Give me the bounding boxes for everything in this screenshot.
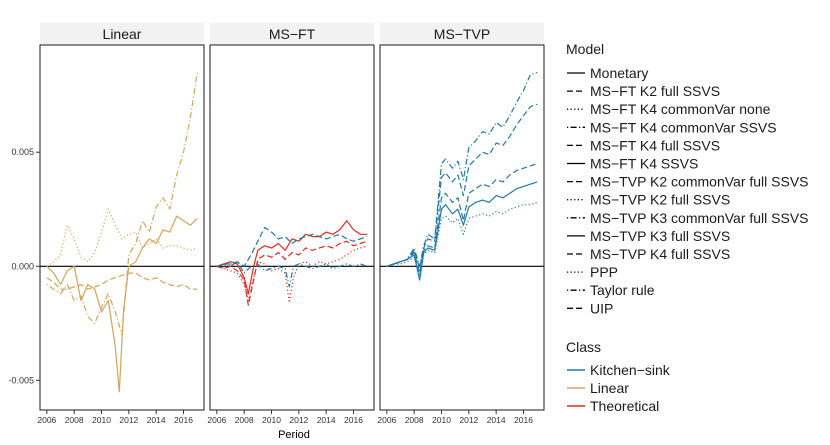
panel-series [386, 71, 538, 281]
series-line [386, 201, 538, 276]
legend-model-label: MS−TVP K4 full SSVS [590, 246, 730, 262]
panel-strip [40, 23, 204, 45]
legend-model-label: PPP [590, 264, 618, 280]
series-line [46, 208, 198, 267]
series-line [386, 103, 538, 270]
legend-model-label: MS−FT K4 full SSVS [590, 137, 720, 153]
legend-model-label: Monetary [590, 65, 648, 81]
legend-model-label: MS−FT K4 SSVS [590, 156, 698, 172]
legend-class-label: Theoretical [590, 398, 659, 414]
x-tick-label: 2010 [432, 415, 451, 425]
legend-model-label: MS−TVP K2 full SSVS [590, 192, 730, 208]
panel-plot-area [209, 44, 375, 411]
series-line [46, 272, 198, 290]
legend-model-label: MS−FT K2 full SSVS [590, 83, 720, 99]
legend-model-label: MS−FT K4 commonVar SSVS [590, 119, 777, 135]
y-tick-label: 0.005 [11, 147, 34, 157]
panel-strip [210, 23, 374, 45]
y-tick-label: -0.005 [8, 375, 34, 385]
series-line [216, 226, 368, 267]
x-axis-title: Period [278, 429, 310, 441]
panel-title: Linear [103, 26, 142, 42]
legend-model-label: MS−FT K4 commonVar none [590, 101, 771, 117]
panel-series [46, 72, 198, 393]
x-tick-label: 2014 [487, 415, 506, 425]
x-tick-label: 2012 [459, 415, 478, 425]
panel-series [216, 220, 368, 306]
x-tick-label: 2016 [344, 415, 363, 425]
legend-model-title: Model [566, 41, 604, 57]
panel-strip [380, 23, 544, 45]
x-tick-label: 2008 [235, 415, 254, 425]
legend-class-title: Class [566, 339, 601, 355]
x-tick-label: 2012 [119, 415, 138, 425]
series-line [386, 163, 538, 274]
series-line [386, 71, 538, 267]
y-tick-label: 0.000 [11, 261, 34, 271]
legend-model-label: MS−TVP K3 full SSVS [590, 228, 730, 244]
x-tick-label: 2008 [405, 415, 424, 425]
x-tick-label: 2016 [514, 415, 533, 425]
series-line [386, 181, 538, 281]
legend-class-label: Linear [590, 380, 629, 396]
x-tick-label: 2008 [65, 415, 84, 425]
x-tick-label: 2014 [147, 415, 166, 425]
x-tick-label: 2006 [37, 415, 56, 425]
panel-plot-area [379, 44, 545, 411]
x-tick-label: 2006 [377, 415, 396, 425]
series-line [46, 215, 198, 393]
legend-model-label: MS−TVP K2 commonVar full SSVS [590, 174, 809, 190]
x-tick-label: 2014 [317, 415, 336, 425]
x-tick-label: 2006 [207, 415, 226, 425]
panel-1: Linear 2006 2008 2010 2012 2014 2016 [37, 23, 205, 425]
x-tick-label: 2012 [289, 415, 308, 425]
legend-model-label: UIP [590, 300, 613, 316]
panels: Linear 2006 2008 2010 2012 2014 2016 MS−FT 2006 2… [37, 23, 545, 425]
panel-2: MS−FT 2006 2008 2010 2012 2014 2016 [207, 23, 375, 425]
series-line [216, 240, 368, 306]
x-tick-label: 2010 [92, 415, 111, 425]
panel-title: MS−FT [269, 26, 316, 42]
axes: Period -0.005 0.000 0.005 [8, 147, 309, 441]
series-line [46, 72, 198, 336]
panel-3: MS−TVP 2006 2008 2010 2012 2014 2016 [377, 23, 545, 425]
legend: Model Monetary MS−FT K2 full SSVS MS−FT K4 … [566, 41, 809, 414]
legend-model-label: Taylor rule [590, 282, 655, 298]
x-tick-label: 2010 [262, 415, 281, 425]
series-line [216, 261, 368, 288]
panel-plot-area [39, 44, 205, 411]
panel-title: MS−TVP [434, 26, 490, 42]
x-tick-label: 2016 [174, 415, 193, 425]
series-line [216, 220, 368, 295]
legend-class-label: Kitchen−sink [590, 362, 671, 378]
legend-model-label: MS−TVP K3 commonVar full SSVS [590, 210, 809, 226]
